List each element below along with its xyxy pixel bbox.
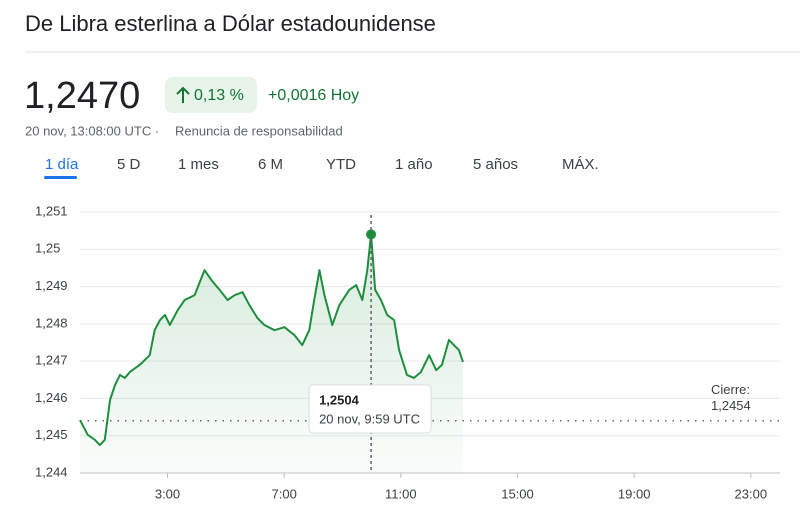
x-tick-label: 23:00	[735, 486, 768, 501]
tab[interactable]: 1 día	[45, 156, 79, 173]
tab[interactable]: 6 M	[258, 156, 283, 173]
y-tick-label: 1,248	[35, 315, 68, 330]
price-area	[80, 234, 463, 473]
up-arrow-icon	[176, 86, 190, 103]
y-tick-label: 1,244	[35, 464, 68, 479]
highlight-point	[366, 229, 377, 240]
x-tick-label: 11:00	[385, 486, 417, 501]
tab[interactable]: 1 mes	[178, 156, 219, 173]
y-tick-label: 1,246	[35, 390, 68, 405]
price-line	[79, 233, 464, 447]
change-chip	[165, 77, 257, 113]
x-tick-label: 7:00	[272, 486, 297, 501]
tab[interactable]: MÁX.	[562, 156, 599, 173]
active-tab-indicator	[44, 176, 77, 179]
tooltip-time: 20 nov, 9:59 UTC	[319, 411, 420, 426]
change-percent: 0,13 %	[194, 87, 244, 104]
change-absolute: +0,0016 Hoy	[268, 87, 359, 104]
y-tick-label: 1,245	[35, 427, 68, 442]
y-tick-label: 1,247	[35, 353, 68, 368]
previous-close-label: Cierre:	[711, 382, 750, 397]
tab[interactable]: 5 años	[473, 156, 518, 173]
tab[interactable]: 1 año	[395, 156, 433, 173]
tooltip-box	[308, 384, 432, 434]
x-tick-label: 3:00	[155, 486, 180, 501]
tab[interactable]: YTD	[326, 156, 356, 173]
tab-bar: 1 día 5 D 1 mes 6 M YTD 1 año 5 años MÁX.	[44, 156, 599, 179]
price: 1,2470	[24, 75, 140, 117]
y-tick-label: 1,249	[35, 278, 68, 293]
tab[interactable]: 5 D	[117, 156, 141, 173]
chart: 1,244 1,245 1,246 1,247 1,248 1,249 1,25 1,251 3…	[35, 203, 780, 501]
timestamp: 20 nov, 13:08:00 UTC ·	[25, 123, 159, 138]
x-tick-label: 19:00	[618, 486, 651, 501]
x-tick-label: 15:00	[501, 486, 534, 501]
tooltip-value: 1,2504	[319, 392, 360, 407]
previous-close-value: 1,2454	[711, 398, 751, 413]
disclaimer-link[interactable]: Renuncia de responsabilidad	[175, 123, 343, 138]
title: De Libra esterlina a Dólar estadounidens…	[25, 11, 436, 36]
y-tick-label: 1,25	[35, 241, 60, 256]
y-tick-label: 1,251	[35, 203, 68, 218]
